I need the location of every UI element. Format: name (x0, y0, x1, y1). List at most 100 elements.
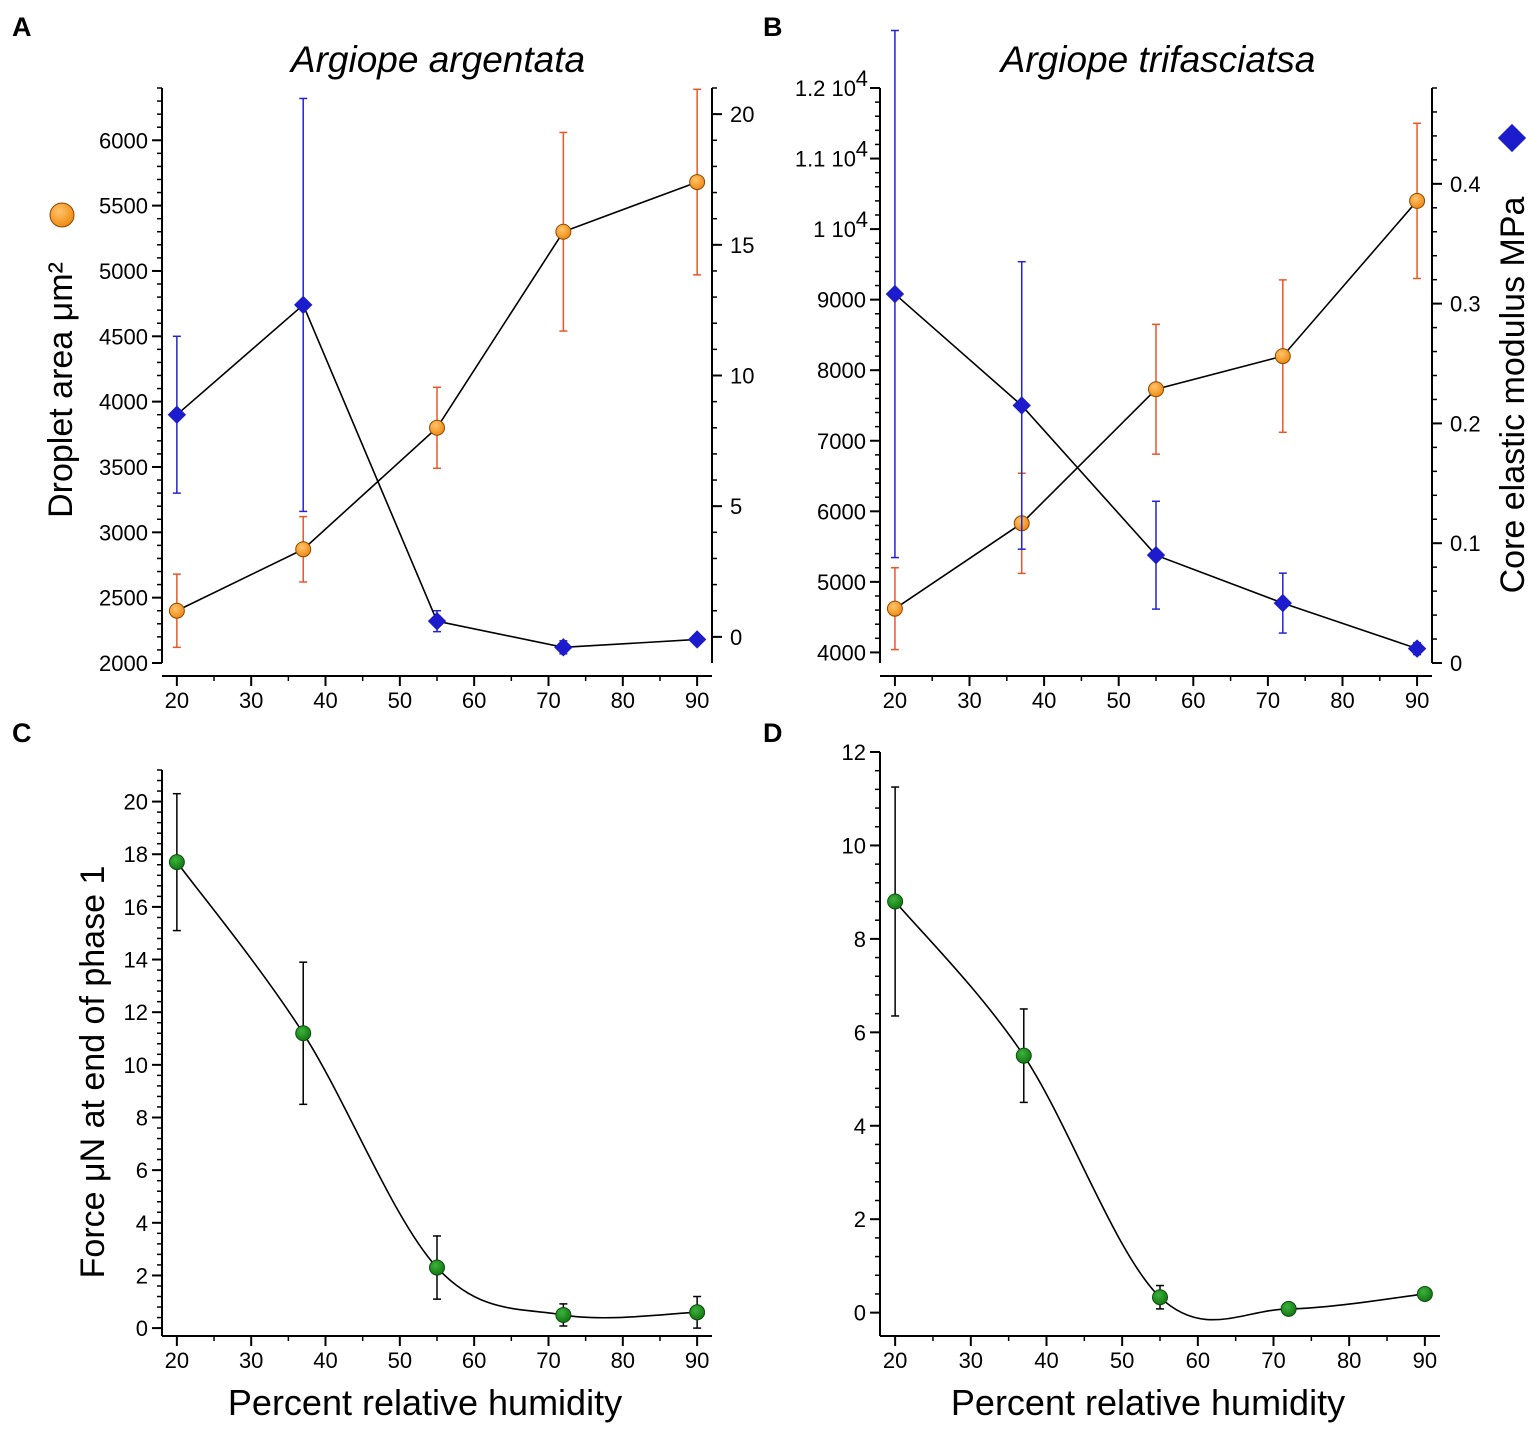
panel-b-x-tick-label: 60 (1181, 688, 1205, 713)
panel-b-y2-tick-label: 0.2 (1450, 411, 1481, 436)
panel-c-x-tick-label: 20 (165, 1348, 189, 1373)
panel-d-force-point (1152, 1289, 1168, 1306)
panel-a-y-tick-label: 4000 (99, 390, 148, 415)
panel-a-y-tick-label: 5000 (99, 259, 148, 284)
panel-b-core-elastic-modulus-point (885, 284, 905, 304)
panel-c-data (168, 792, 706, 1329)
panel-b-y-tick-label: 8000 (817, 358, 866, 383)
panel-a-droplet-area-point (168, 602, 185, 619)
panel-b-y2-tick-label: 0.1 (1450, 531, 1481, 556)
panel-a-x-tick-label: 20 (165, 688, 189, 713)
panel-c-y-tick-label: 10 (124, 1053, 148, 1078)
panel-c-x-tick-label: 40 (313, 1348, 337, 1373)
panel-a-y-tick-label: 4500 (99, 324, 148, 349)
panel-d-x-tick-label: 50 (1110, 1348, 1134, 1373)
panel-d-x-tick-label: 40 (1034, 1348, 1058, 1373)
panel-a-y-tick-label: 3000 (99, 520, 148, 545)
panel-c-x-tick-label: 50 (388, 1348, 412, 1373)
panel-d-axes: 0 2 4 6 8 10 12 20 30 40 50 60 70 80 90 (842, 740, 1440, 1373)
panel-d-y-tick-label: 0 (854, 1301, 866, 1326)
panel-a-core-elastic-modulus-line (176, 303, 698, 649)
panel-letter-a: A (12, 12, 32, 42)
panel-c-force-point (168, 854, 185, 871)
panel-a-data (167, 88, 707, 657)
panel-b-core-elastic-modulus-point (1273, 593, 1293, 613)
panel-a-y-tick-label: 3500 (99, 455, 148, 480)
panel-a-core-elastic-modulus-point (427, 611, 447, 631)
panel-a-y2-tick-label: 20 (730, 102, 754, 127)
panel-d-x-tick-label: 70 (1261, 1348, 1285, 1373)
panel-a-x-tick-label: 30 (239, 688, 263, 713)
panel-a-y-tick-label: 6000 (99, 128, 148, 153)
panel-d-x-tick-label: 60 (1186, 1348, 1210, 1373)
panel-a-x-tick-label: 80 (611, 688, 635, 713)
panel-b-x-tick-label: 70 (1256, 688, 1280, 713)
panel-d-force-point (1015, 1047, 1032, 1064)
panel-a-y2-tick-label: 0 (730, 625, 742, 650)
panel-d-y-tick-label: 12 (842, 740, 866, 765)
panel-a-title: Argiope argentata (289, 39, 585, 80)
panel-c-y-tick-label: 2 (136, 1263, 148, 1288)
panel-b-droplet-area-point (1274, 348, 1291, 365)
panel-c-y-tick-label: 20 (124, 790, 148, 815)
panel-b-y-tick-label: 1.1 10 (795, 147, 856, 172)
panel-c-force-point (429, 1259, 445, 1276)
panel-a-core-elastic-modulus-point (554, 638, 573, 657)
panel-c-y-tick-label: 8 (136, 1105, 148, 1130)
panel-c-y-tick-label: 6 (136, 1158, 148, 1183)
panel-c-y-tick-label: 12 (124, 1000, 148, 1025)
panel-a-core-elastic-modulus-point (294, 295, 313, 315)
panel-b-y-tick-label: 7000 (817, 429, 866, 454)
panel-d-force-point (887, 893, 904, 910)
panel-b-droplet-area-point (1148, 381, 1164, 398)
panel-c-force-point (689, 1304, 706, 1321)
panel-c-y-tick-label: 4 (136, 1211, 148, 1236)
panel-a-y2-tick-label: 5 (730, 494, 742, 519)
panel-d-y-tick-label: 6 (854, 1020, 866, 1045)
panel-b-y-tick-label: 9000 (817, 288, 866, 313)
panel-letter-b: B (763, 12, 783, 42)
panel-c-force-point (295, 1025, 312, 1042)
panel-a-y-tick-label: 5500 (99, 194, 148, 219)
panel-d-x-tick-label: 30 (959, 1348, 983, 1373)
panel-b-core-elastic-modulus-point (1012, 396, 1031, 415)
panel-b-core-elastic-modulus-point (1146, 545, 1166, 565)
panel-a-y2-tick-label: 10 (730, 364, 754, 389)
panel-c-x-tick-label: 60 (462, 1348, 486, 1373)
panel-d-force-point (1280, 1300, 1297, 1317)
panel-c-x-tick-label: 30 (239, 1348, 263, 1373)
panel-d-x-tick-label: 80 (1337, 1348, 1361, 1373)
panel-d-force-line (894, 900, 1425, 1321)
panel-a-x-tick-label: 60 (462, 688, 486, 713)
panel-a-y-tick-label: 2500 (99, 586, 148, 611)
panel-a-x-tick-label: 50 (388, 688, 412, 713)
panel-b-title: Argiope trifasciatsa (999, 39, 1316, 80)
panel-c-y-tick-label: 18 (124, 842, 148, 867)
panel-c-force-line (176, 861, 698, 1319)
panel-a-y-tick-label: 2000 (99, 651, 148, 676)
panel-a-droplet-area-point (295, 541, 312, 558)
panel-d-x-tick-label: 90 (1413, 1348, 1437, 1373)
panel-b-droplet-area-point (1409, 192, 1426, 209)
legend-blue-diamond-marker (1497, 123, 1527, 153)
panel-b-x-tick-label: 20 (883, 688, 907, 713)
panel-d-y-tick-label: 10 (842, 833, 866, 858)
panel-b-x-tick-label: 30 (957, 688, 981, 713)
panel-b-x-tick-label: 90 (1405, 688, 1429, 713)
panel-letter-d: D (763, 718, 783, 748)
panel-a-droplet-area-point (429, 419, 445, 436)
panel-b-y-tick-exponent: 4 (856, 66, 868, 91)
panel-d-x-tick-label: 20 (883, 1348, 907, 1373)
panel-a-core-elastic-modulus-point (167, 405, 187, 424)
panel-b-droplet-area-point (886, 600, 903, 617)
panel-d-xlabel: Percent relative humidity (951, 1382, 1345, 1423)
panel-c-x-tick-label: 70 (536, 1348, 560, 1373)
panel-c-force-point (555, 1306, 572, 1323)
panel-b-x-tick-label: 40 (1032, 688, 1056, 713)
panel-b-y2-tick-label: 0 (1450, 651, 1462, 676)
panel-a-x-tick-label: 40 (313, 688, 337, 713)
panel-a-ylabel: Droplet area μm² (42, 262, 80, 518)
panel-b-y2-tick-label: 0.3 (1450, 292, 1481, 317)
